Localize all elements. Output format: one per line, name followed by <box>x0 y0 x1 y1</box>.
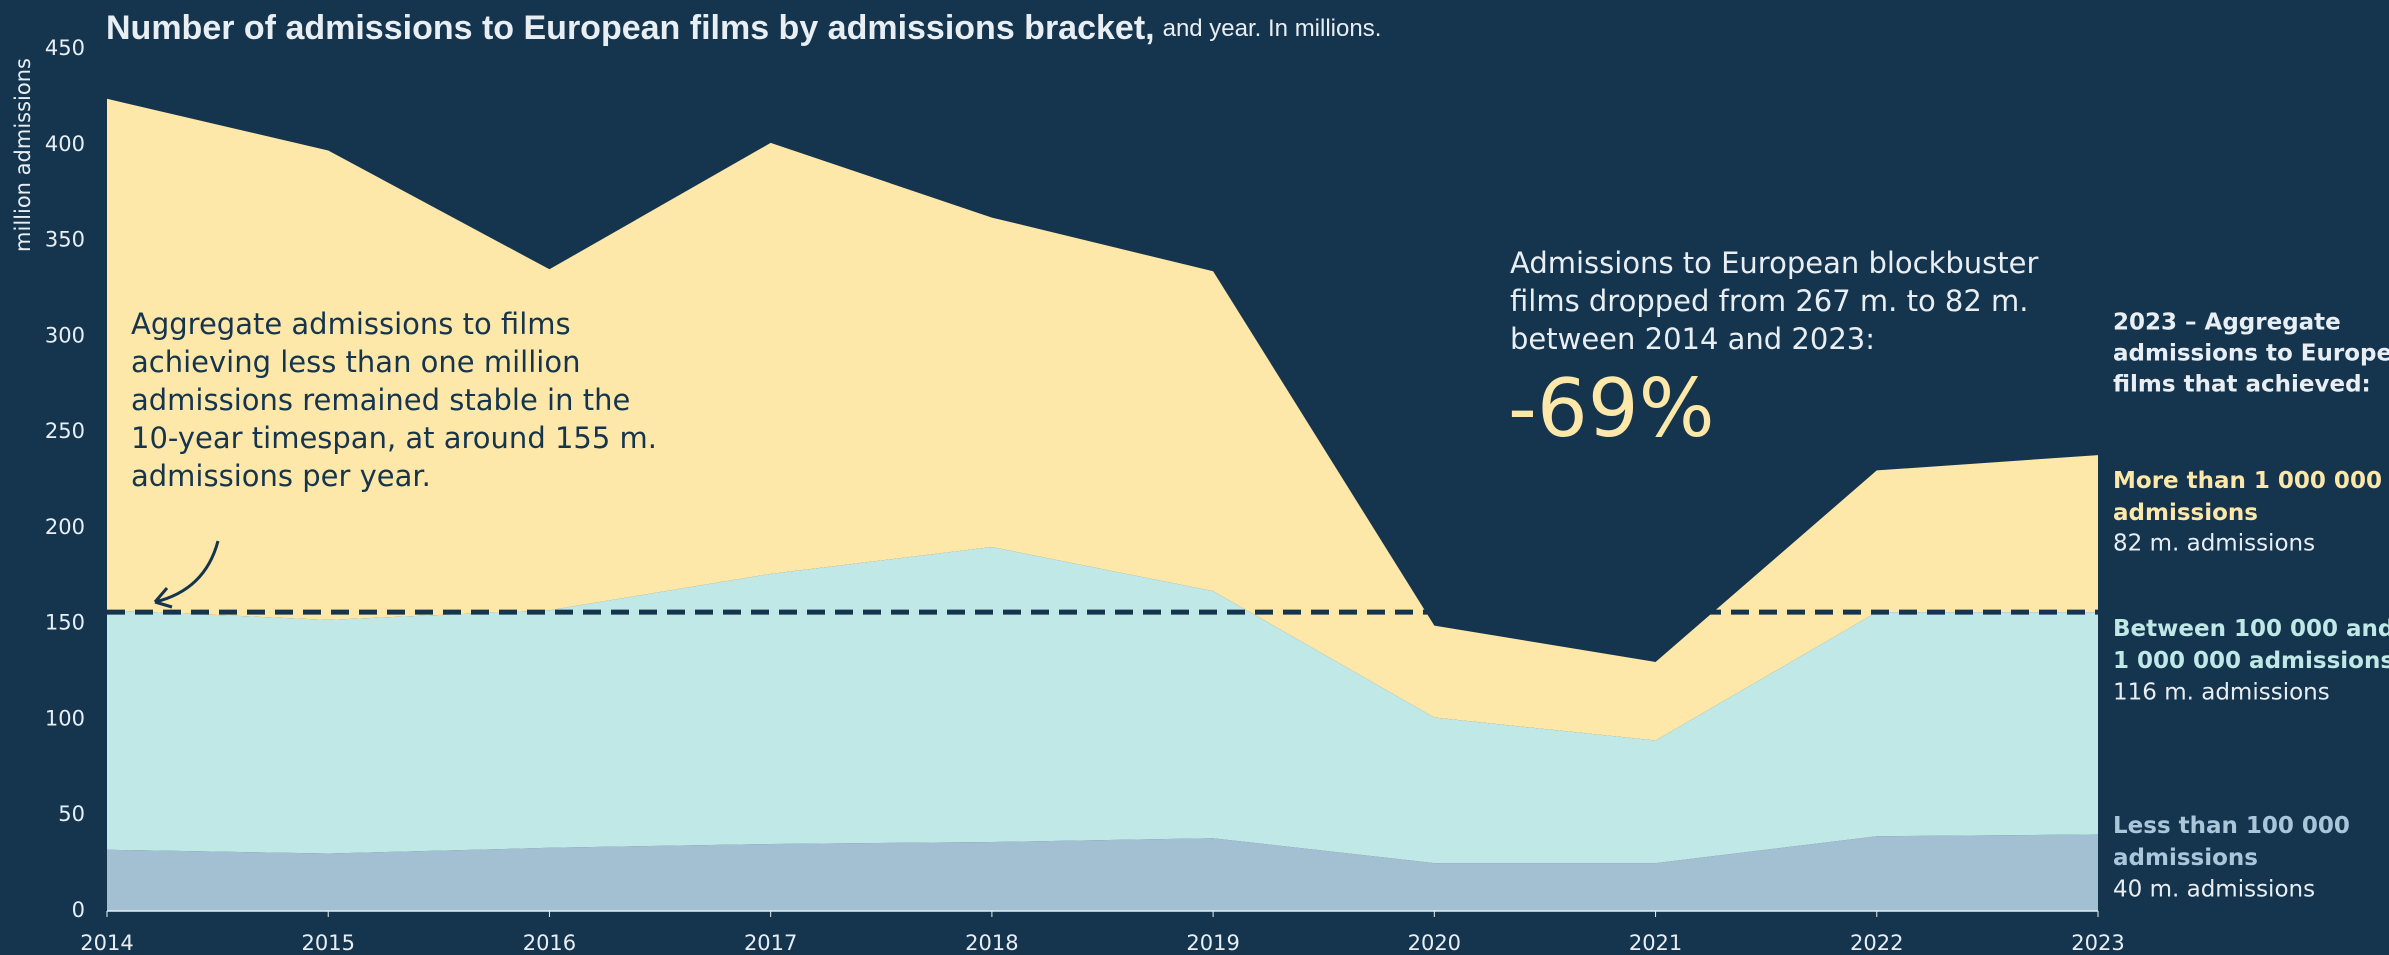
annotation: 10-year timespan, at around 155 m. <box>131 421 657 455</box>
y-tick-label: 100 <box>45 706 85 730</box>
x-tick-label: 2015 <box>301 931 354 955</box>
annotation: Aggregate admissions to films <box>131 307 571 341</box>
subtitle: and year. In millions. <box>1163 15 1382 42</box>
chart-title: Number of admissions to European films b… <box>106 9 1381 47</box>
area <box>107 547 2098 864</box>
legend-value: 40 m. admissions <box>2113 877 2315 903</box>
legend-value: 116 m. admissions <box>2113 680 2330 706</box>
x-tick-label: 2021 <box>1629 931 1682 955</box>
x-tick-label: 2023 <box>2071 931 2124 955</box>
area <box>107 98 2098 741</box>
y-tick-label: 350 <box>45 228 85 252</box>
annotation: admissions remained stable in the <box>131 383 630 417</box>
legend-name: Between 100 000 and 1 000 000 admissions <box>2113 616 2389 674</box>
x-tick-label: 2020 <box>1408 931 1461 955</box>
x-tick-label: 2014 <box>80 931 133 955</box>
y-tick-label: 250 <box>45 419 85 443</box>
highlight-value: -69% <box>1508 362 1715 455</box>
annotation: films dropped from 267 m. to 82 m. <box>1510 284 2029 318</box>
annotation: Admissions to European blockbuster <box>1510 246 2039 280</box>
annotation: between 2014 and 2023: <box>1510 322 1875 356</box>
title: Number of admissions to European films b… <box>106 9 1155 47</box>
y-tick-label: 50 <box>58 802 85 826</box>
x-tick-label: 2018 <box>965 931 1018 955</box>
legend-title: admissions to European <box>2113 341 2389 367</box>
legend-name: More than 1 000 000 admissions <box>2113 468 2382 526</box>
legend-name: Less than 100 000 admissions <box>2113 813 2350 871</box>
x-tick-label: 2019 <box>1186 931 1239 955</box>
y-tick-label: 450 <box>45 36 85 60</box>
annotation: admissions per year. <box>131 459 431 493</box>
legend-value: 82 m. admissions <box>2113 531 2315 557</box>
y-tick-label: 0 <box>72 898 85 922</box>
y-tick-label: 150 <box>45 611 85 635</box>
x-tick-label: 2016 <box>523 931 576 955</box>
annotation: achieving less than one million <box>131 345 580 379</box>
y-axis-label: million admissions <box>11 58 35 252</box>
arrow <box>153 540 220 609</box>
x-tick-label: 2022 <box>1850 931 1903 955</box>
y-tick-label: 400 <box>45 132 85 156</box>
legend-title: 2023 – Aggregate <box>2113 310 2341 336</box>
legend-title: films that achieved: <box>2113 372 2371 398</box>
area <box>107 834 2098 911</box>
y-tick-label: 300 <box>45 323 85 347</box>
x-tick-label: 2017 <box>744 931 797 955</box>
y-tick-label: 200 <box>45 515 85 539</box>
